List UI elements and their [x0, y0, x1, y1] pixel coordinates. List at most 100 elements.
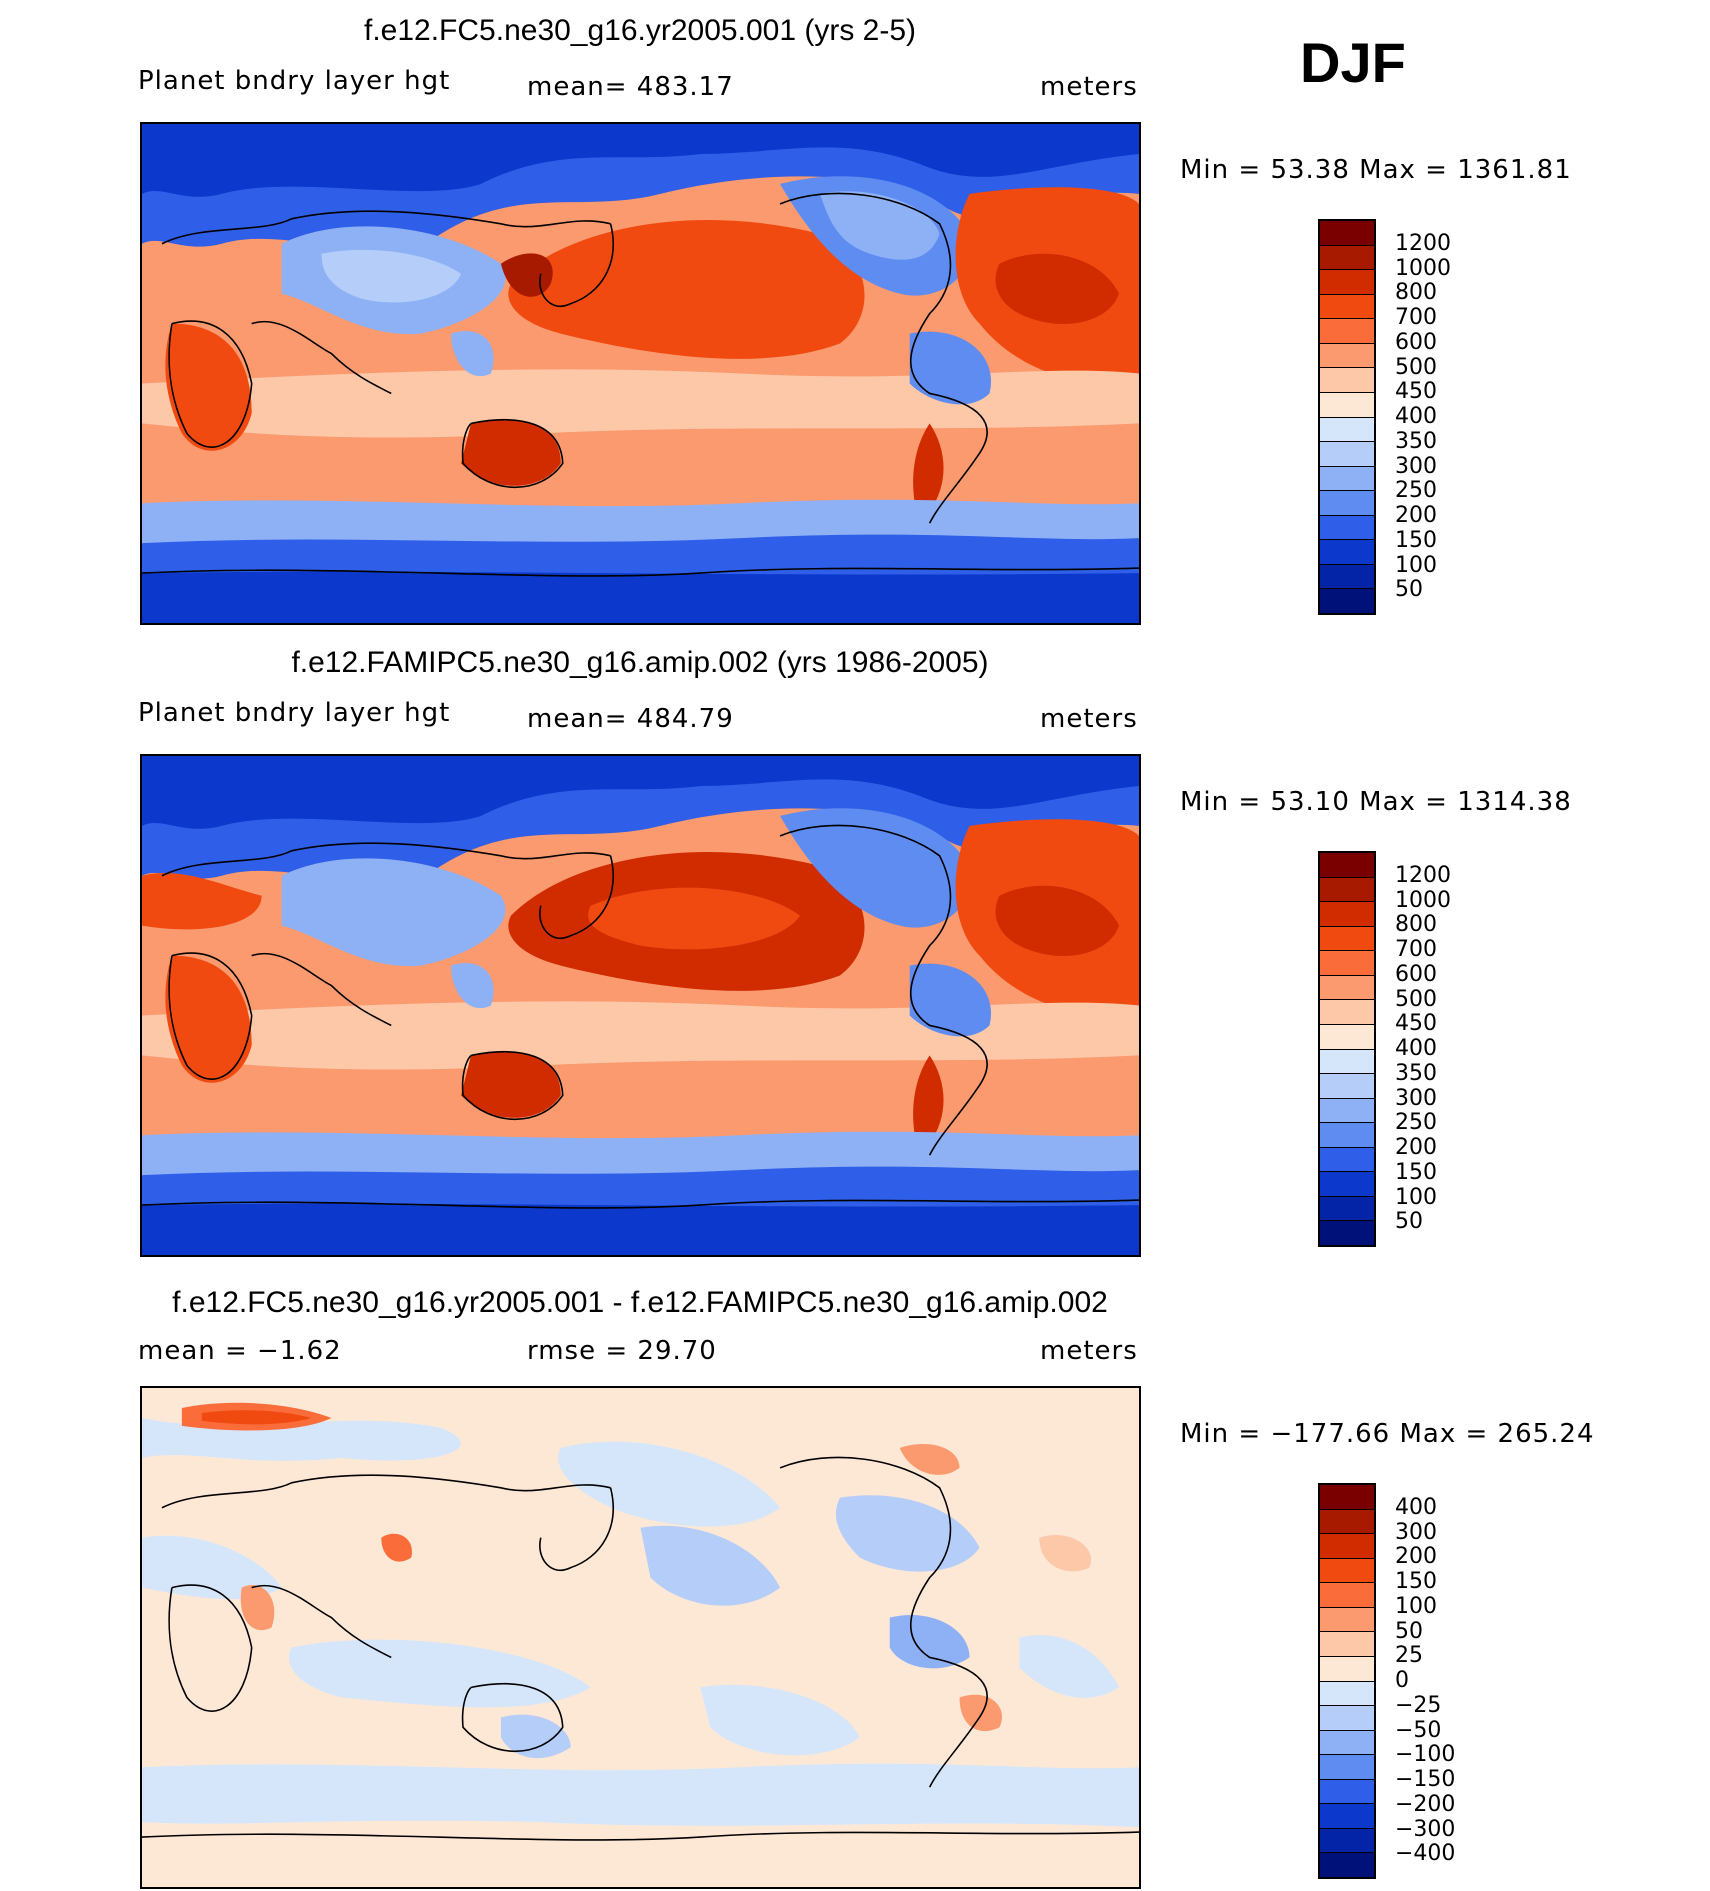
panel1-units-label: meters	[1040, 72, 1138, 102]
colorbar-tick-label: 100	[1395, 552, 1437, 578]
colorbar-tick-label: 100	[1395, 1184, 1437, 1210]
colorbar-swatch	[1320, 1804, 1374, 1829]
colorbar-tick-label: 150	[1395, 527, 1437, 553]
colorbar-tick-label: 350	[1395, 428, 1437, 454]
colorbar-tick-label: 50	[1395, 1618, 1423, 1644]
colorbar-swatch	[1320, 1098, 1374, 1124]
colorbar-tick-label: 50	[1395, 1209, 1423, 1235]
colorbar-tick-label: −200	[1395, 1791, 1456, 1817]
panel1-minmax: Min = 53.38 Max = 1361.81	[1180, 155, 1572, 185]
colorbar-swatch	[1320, 589, 1374, 613]
colorbar-tick-label: 500	[1395, 986, 1437, 1012]
colorbar-swatch	[1320, 1534, 1374, 1559]
panel3-colorbar	[1318, 1483, 1376, 1879]
colorbar-swatch	[1320, 1196, 1374, 1222]
colorbar-tick-label: 1200	[1395, 862, 1451, 888]
colorbar-swatch	[1320, 877, 1374, 903]
colorbar-swatch	[1320, 902, 1374, 927]
panel1-variable-label: Planet bndry layer hgt	[138, 66, 451, 96]
colorbar-tick-label: 300	[1395, 1519, 1437, 1545]
panel3-title: f.e12.FC5.ne30_g16.yr2005.001 - f.e12.FA…	[172, 1286, 1108, 1319]
colorbar-swatch	[1320, 1000, 1374, 1025]
colorbar-swatch	[1320, 1706, 1374, 1731]
colorbar-swatch	[1320, 221, 1374, 246]
panel2-colorbar	[1318, 851, 1376, 1247]
colorbar-swatch	[1320, 1024, 1374, 1050]
colorbar-tick-label: 600	[1395, 329, 1437, 355]
panel2-variable-label: Planet bndry layer hgt	[138, 698, 451, 728]
colorbar-swatch	[1320, 540, 1374, 565]
panel1-map	[140, 122, 1141, 625]
panel3-mean-label: mean = −1.62	[138, 1336, 342, 1366]
colorbar-tick-label: 1000	[1395, 887, 1451, 913]
colorbar-swatch	[1320, 1730, 1374, 1756]
colorbar-swatch	[1320, 1123, 1374, 1148]
colorbar-tick-label: 800	[1395, 280, 1437, 306]
colorbar-swatch	[1320, 1509, 1374, 1535]
colorbar-tick-label: 150	[1395, 1159, 1437, 1185]
colorbar-swatch	[1320, 1172, 1374, 1197]
panel2-map	[140, 754, 1141, 1257]
panel2-units-label: meters	[1040, 704, 1138, 734]
colorbar-swatch	[1320, 975, 1374, 1001]
colorbar-tick-label: 1000	[1395, 255, 1451, 281]
colorbar-tick-label: −150	[1395, 1767, 1456, 1792]
panel2-title: f.e12.FAMIPC5.ne30_g16.amip.002 (yrs 198…	[291, 646, 989, 679]
colorbar-tick-label: 250	[1395, 478, 1437, 504]
colorbar-tick-label: 700	[1395, 305, 1437, 330]
colorbar-swatch	[1320, 270, 1374, 295]
panel3-minmax: Min = −177.66 Max = 265.24	[1180, 1419, 1595, 1449]
colorbar-swatch	[1320, 1147, 1374, 1173]
colorbar-tick-label: −100	[1395, 1742, 1456, 1768]
colorbar-tick-label: 200	[1395, 1135, 1437, 1160]
panel3-rmse-label: rmse = 29.70	[527, 1336, 717, 1366]
colorbar-swatch	[1320, 368, 1374, 393]
colorbar-swatch	[1320, 1681, 1374, 1707]
colorbar-tick-label: 300	[1395, 1085, 1437, 1111]
panel3-map	[140, 1386, 1141, 1889]
colorbar-swatch	[1320, 853, 1374, 878]
colorbar-swatch	[1320, 1485, 1374, 1510]
colorbar-swatch	[1320, 466, 1374, 492]
colorbar-tick-label: 700	[1395, 937, 1437, 962]
colorbar-tick-label: 250	[1395, 1110, 1437, 1136]
colorbar-swatch	[1320, 564, 1374, 590]
colorbar-tick-label: 800	[1395, 912, 1437, 938]
panel1-colorbar	[1318, 219, 1376, 615]
colorbar-swatch	[1320, 515, 1374, 541]
colorbar-swatch	[1320, 951, 1374, 976]
colorbar-tick-label: 400	[1395, 1036, 1437, 1061]
colorbar-swatch	[1320, 294, 1374, 320]
colorbar-swatch	[1320, 1049, 1374, 1075]
colorbar-tick-label: 300	[1395, 453, 1437, 479]
colorbar-tick-label: 1200	[1395, 230, 1451, 256]
colorbar-tick-label: −50	[1395, 1717, 1442, 1743]
colorbar-swatch	[1320, 319, 1374, 344]
colorbar-swatch	[1320, 1583, 1374, 1608]
colorbar-tick-label: 200	[1395, 1544, 1437, 1570]
colorbar-tick-label: 450	[1395, 1011, 1437, 1037]
colorbar-tick-label: 200	[1395, 503, 1437, 528]
colorbar-swatch	[1320, 417, 1374, 443]
colorbar-tick-label: 0	[1395, 1668, 1409, 1693]
panel1-mean-label: mean= 483.17	[527, 72, 734, 102]
colorbar-swatch	[1320, 1607, 1374, 1633]
panel3-units-label: meters	[1040, 1336, 1138, 1366]
colorbar-tick-label: 25	[1395, 1643, 1423, 1669]
panel2-mean-label: mean= 484.79	[527, 704, 734, 734]
colorbar-swatch	[1320, 1755, 1374, 1780]
colorbar-tick-label: 100	[1395, 1593, 1437, 1619]
colorbar-swatch	[1320, 1853, 1374, 1877]
colorbar-swatch	[1320, 1074, 1374, 1099]
colorbar-swatch	[1320, 1558, 1374, 1584]
panel2-minmax: Min = 53.10 Max = 1314.38	[1180, 787, 1572, 817]
colorbar-swatch	[1320, 245, 1374, 271]
colorbar-tick-label: −300	[1395, 1816, 1456, 1842]
colorbar-swatch	[1320, 1632, 1374, 1657]
colorbar-swatch	[1320, 1779, 1374, 1805]
colorbar-swatch	[1320, 442, 1374, 467]
colorbar-swatch	[1320, 926, 1374, 952]
panel1-title: f.e12.FC5.ne30_g16.yr2005.001 (yrs 2-5)	[364, 14, 916, 47]
colorbar-swatch	[1320, 343, 1374, 369]
colorbar-tick-label: 400	[1395, 404, 1437, 429]
